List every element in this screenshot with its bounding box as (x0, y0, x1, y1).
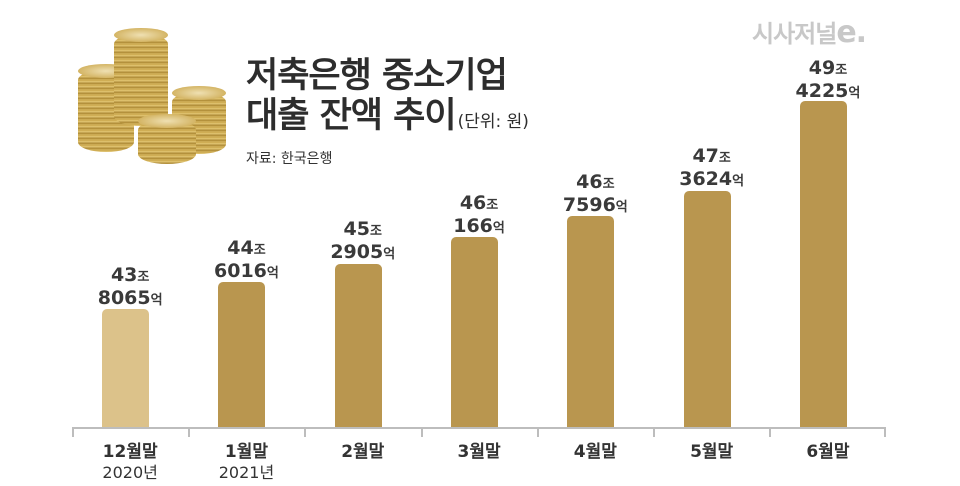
value-label: 47조 3624억 (679, 145, 745, 190)
x-label: 6월말 (806, 442, 850, 462)
bar (334, 264, 382, 427)
bar (218, 282, 266, 427)
axis-tick (421, 427, 423, 437)
axis-tick (653, 427, 655, 437)
bar (450, 237, 498, 427)
value-label: 44조 6016억 (214, 237, 279, 282)
bar-group-dec-2020: 43조 8065억 12월말 2020년 (72, 0, 188, 486)
bar-group-jan-2021: 44조 6016억 1월말 2021년 (188, 0, 304, 486)
bar (683, 191, 731, 427)
bar-chart: 43조 8065억 12월말 2020년 44조 6016억 1월말 2021년 4… (72, 0, 886, 486)
axis-tick (769, 427, 771, 437)
axis-tick (304, 427, 306, 437)
unit-label: (단위: 원) (457, 112, 529, 132)
value-label: 49조 4225억 (795, 57, 861, 102)
x-label: 1월말 (224, 442, 268, 462)
axis-tick (72, 427, 74, 437)
bar (567, 216, 615, 427)
chart-title: 저축은행 중소기업 대출 잔액 추이 (단위: 원) (246, 56, 529, 136)
axis-tick (537, 427, 539, 437)
value-label: 43조 8065억 (97, 264, 163, 309)
bar-group-jun: 49조 4225억 6월말 (770, 0, 886, 486)
bar (799, 101, 847, 427)
x-label: 4월말 (573, 442, 617, 462)
value-label: 46조 7596억 (562, 171, 628, 216)
axis-tick (884, 427, 886, 437)
bar-group-apr: 46조 7596억 4월말 (537, 0, 653, 486)
value-label: 45조 2905억 (330, 218, 396, 263)
x-sublabel: 2021년 (218, 463, 275, 482)
x-axis (72, 427, 886, 429)
value-label: 46조 166억 (453, 192, 505, 237)
bar-group-feb: 45조 2905억 2월말 (305, 0, 421, 486)
source-label: 자료: 한국은행 (246, 151, 333, 167)
x-label: 12월말 (102, 442, 158, 462)
bar (102, 309, 149, 427)
x-label: 3월말 (457, 442, 501, 462)
axis-tick (188, 427, 190, 437)
coin-stacks-image (68, 12, 238, 164)
x-label: 5월말 (690, 442, 734, 462)
publisher-logo: 시사저널e. (752, 15, 867, 50)
x-sublabel: 2020년 (102, 463, 158, 482)
bar-group-mar: 46조 166억 3월말 (421, 0, 537, 486)
x-label: 2월말 (341, 442, 385, 462)
bar-group-may: 47조 3624억 5월말 (654, 0, 770, 486)
